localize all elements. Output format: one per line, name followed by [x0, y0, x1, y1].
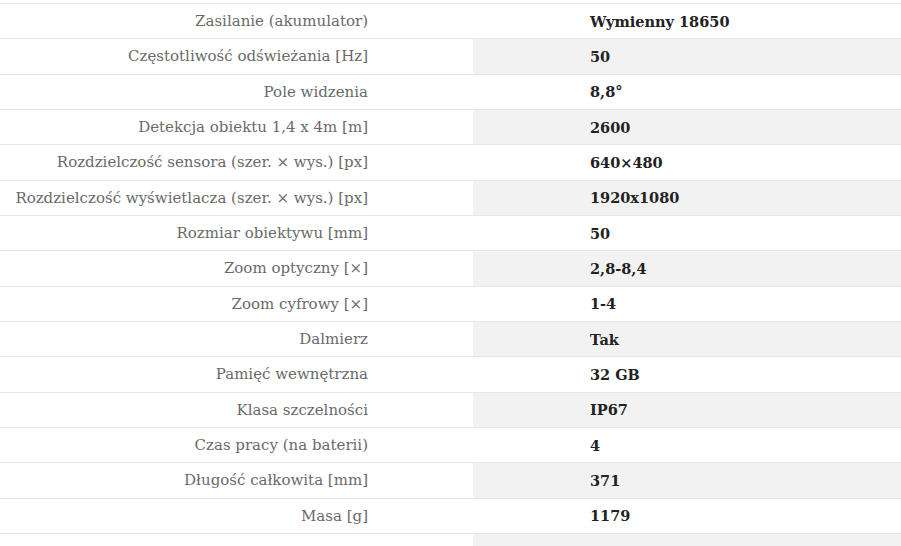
table-row: Masa [g] 1179: [0, 498, 901, 533]
spec-label: Rozdzielczość sensora (szer. × wys.) [px…: [0, 145, 471, 179]
table-row: Dalmierz Tak: [0, 321, 901, 356]
table-row: Rozdzielczość wyświetlacza (szer. × wys.…: [0, 180, 901, 215]
spec-value: 1179: [471, 499, 901, 533]
spec-value: 8,8°: [471, 75, 901, 109]
spec-value: 32 GB: [471, 357, 901, 391]
table-row: Zasilanie (akumulator) Wymienny 18650: [0, 3, 901, 38]
table-row: Rozmiar obiektywu [mm] 50: [0, 215, 901, 250]
spec-value: Tak: [471, 322, 901, 356]
spec-table: Zasilanie (akumulator) Wymienny 18650 Cz…: [0, 0, 901, 546]
table-row: Rozdzielczość sensora (szer. × wys.) [px…: [0, 144, 901, 179]
spec-value: Wymienny 18650: [471, 4, 901, 38]
spec-label: Rozmiar obiektywu [mm]: [0, 216, 471, 250]
table-bottom-stub: [0, 533, 901, 546]
table-row: Częstotliwość odświeżania [Hz] 50: [0, 38, 901, 73]
spec-label: Zoom cyfrowy [×]: [0, 287, 471, 321]
spec-label: Długość całkowita [mm]: [0, 463, 471, 497]
spec-value: 1920x1080: [471, 181, 901, 215]
table-row: Pole widzenia 8,8°: [0, 74, 901, 109]
spec-label: Pamięć wewnętrzna: [0, 357, 471, 391]
spec-value: 640×480: [471, 145, 901, 179]
spec-value: 2,8-8,4: [471, 251, 901, 285]
spec-label: Zasilanie (akumulator): [0, 4, 471, 38]
table-row: Czas pracy (na baterii) 4: [0, 427, 901, 462]
spec-value: 1-4: [471, 287, 901, 321]
spec-value: 50: [471, 39, 901, 73]
spec-value: 4: [471, 428, 901, 462]
spec-label: Detekcja obiektu 1,4 x 4m [m]: [0, 110, 471, 144]
spec-label: Rozdzielczość wyświetlacza (szer. × wys.…: [0, 181, 471, 215]
table-row: Zoom cyfrowy [×] 1-4: [0, 286, 901, 321]
spec-value: 50: [471, 216, 901, 250]
spec-label: Dalmierz: [0, 322, 471, 356]
table-row: Detekcja obiektu 1,4 x 4m [m] 2600: [0, 109, 901, 144]
spec-label: Zoom optyczny [×]: [0, 251, 471, 285]
spec-label: Czas pracy (na baterii): [0, 428, 471, 462]
spec-value: 2600: [471, 110, 901, 144]
spec-value: 371: [471, 463, 901, 497]
spec-label: Masa [g]: [0, 499, 471, 533]
table-row: Klasa szczelności IP67: [0, 392, 901, 427]
spec-label-stub: [0, 534, 471, 546]
spec-label: Pole widzenia: [0, 75, 471, 109]
table-row: Pamięć wewnętrzna 32 GB: [0, 356, 901, 391]
table-row: Długość całkowita [mm] 371: [0, 462, 901, 497]
spec-label: Częstotliwość odświeżania [Hz]: [0, 39, 471, 73]
spec-value: IP67: [471, 393, 901, 427]
spec-label: Klasa szczelności: [0, 393, 471, 427]
table-row: Zoom optyczny [×] 2,8-8,4: [0, 250, 901, 285]
spec-value-stub: [471, 534, 901, 546]
